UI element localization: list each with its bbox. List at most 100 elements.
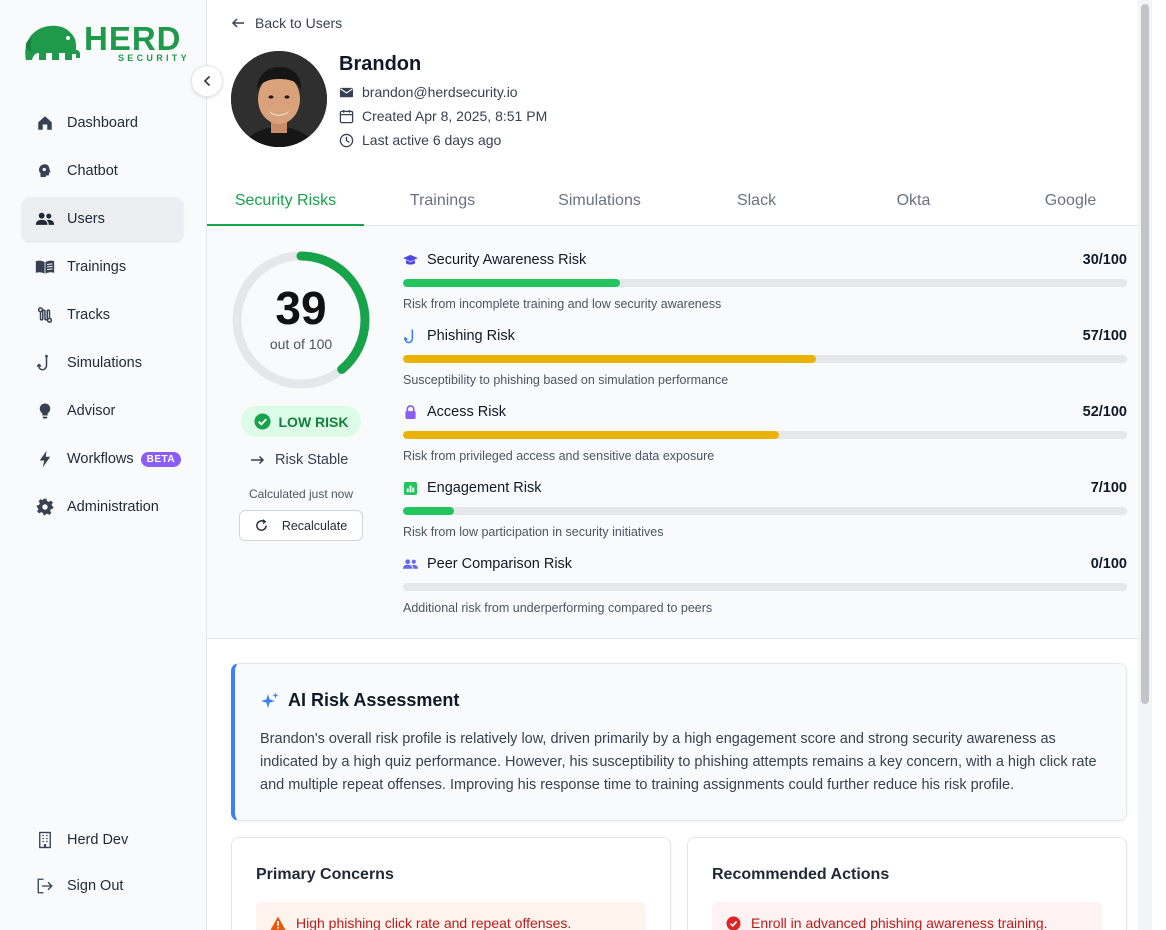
concern-item: High phishing click rate and repeat offe…: [256, 902, 646, 930]
refresh-icon: [256, 519, 267, 531]
calculated-note: Calculated just now: [248, 487, 354, 501]
sidebar-item-administration[interactable]: Administration: [22, 485, 183, 529]
sidebar-item-chatbot[interactable]: Chatbot: [22, 149, 183, 193]
concern-text: High phishing click rate and repeat offe…: [296, 915, 572, 930]
back-to-users-link[interactable]: Back to Users: [231, 15, 342, 31]
users-icon: [35, 209, 55, 229]
herd-logo[interactable]: HERD SECURITY: [22, 20, 187, 66]
elephant-logo-icon: [25, 25, 80, 61]
sidebar-item-label: Administration: [67, 499, 159, 515]
sidebar-item-workflows[interactable]: Workflows BETA: [22, 437, 183, 481]
user-last-active: Last active 6 days ago: [362, 132, 502, 148]
ai-risk-assessment-card: AI Risk Assessment Brandon's overall ris…: [231, 663, 1127, 821]
group-icon: [403, 557, 418, 572]
sidebar-item-label: Herd Dev: [67, 832, 129, 848]
sidebar-item-sign-out[interactable]: Sign Out: [22, 864, 183, 908]
main-scrollbar[interactable]: [1138, 0, 1152, 930]
action-item[interactable]: Enroll in advanced phishing awareness tr…: [712, 902, 1102, 930]
bolt-icon: [35, 449, 55, 469]
sidebar-item-label: Tracks: [67, 307, 110, 323]
overall-risk-max: out of 100: [269, 336, 333, 352]
recalculate-label: Recalculate: [281, 518, 348, 533]
factor-description: Susceptibility to phishing based on simu…: [403, 373, 729, 387]
building-icon: [35, 830, 55, 850]
user-email-row: brandon@herdsecurity.io: [339, 84, 518, 100]
scrollbar-thumb[interactable]: [1141, 4, 1149, 704]
factor-name: Access Risk: [427, 404, 506, 420]
sidebar-item-tracks[interactable]: Tracks: [22, 293, 183, 337]
factor-bar-track: [403, 583, 1127, 591]
factor-bar-fill: [403, 279, 621, 287]
risk-factor-peer-comparison: Peer Comparison Risk 0/100 Additional ri…: [403, 554, 1127, 615]
factor-bar-track: [403, 279, 1127, 287]
sidebar-item-dashboard[interactable]: Dashboard: [22, 101, 183, 145]
risk-factor-phishing: Phishing Risk 57/100 Susceptibility to p…: [403, 326, 1127, 387]
tab-simulations[interactable]: Simulations: [558, 191, 641, 209]
sidebar-item-advisor[interactable]: Advisor: [22, 389, 183, 433]
tab-slack[interactable]: Slack: [736, 191, 777, 209]
sidebar-item-label: Workflows: [67, 451, 134, 467]
sidebar-item-herd-dev[interactable]: Herd Dev: [22, 818, 183, 862]
sidebar-item-label: Users: [67, 211, 105, 227]
gear-icon: [35, 497, 55, 517]
tab-security-risks[interactable]: Security Risks: [207, 176, 364, 226]
lock-icon: [403, 404, 418, 420]
user-name: Brandon: [339, 53, 422, 75]
recalculate-button[interactable]: Recalculate: [239, 510, 363, 541]
book-icon: [35, 257, 55, 277]
factor-description: Risk from incomplete training and low se…: [403, 297, 722, 311]
overall-risk-gauge: [232, 251, 370, 389]
check-circle-icon: [253, 413, 271, 430]
risk-level-badge: LOW RISK: [241, 406, 361, 437]
sidebar-item-label: Chatbot: [67, 163, 118, 179]
chevron-left-icon: [203, 76, 210, 86]
mail-icon: [339, 87, 354, 97]
sidebar-item-trainings[interactable]: Trainings: [22, 245, 183, 289]
factor-name: Peer Comparison Risk: [427, 556, 573, 572]
sidebar-item-simulations[interactable]: Simulations: [22, 341, 183, 385]
factor-bar-fill: [403, 355, 816, 363]
brain-icon: [35, 161, 55, 181]
logo-subtitle: SECURITY: [118, 53, 190, 63]
tab-google[interactable]: Google: [1044, 191, 1097, 209]
recommended-actions-card: Recommended Actions Enroll in advanced p…: [687, 837, 1127, 930]
user-created-row: Created Apr 8, 2025, 8:51 PM: [339, 108, 547, 124]
factor-bar-track: [403, 431, 1127, 439]
ai-assessment-title-text: AI Risk Assessment: [288, 690, 460, 710]
sidebar-item-users[interactable]: Users: [22, 197, 183, 241]
sidebar-item-label: Simulations: [67, 355, 142, 371]
gauge-progress-arc: [232, 251, 370, 389]
factor-score: 30/100: [1082, 252, 1127, 268]
risk-trend-label: Risk Stable: [275, 452, 349, 468]
factor-name: Engagement Risk: [427, 480, 542, 496]
factor-score: 7/100: [1090, 480, 1127, 496]
factor-bar-track: [403, 507, 1127, 515]
logout-icon: [35, 876, 55, 896]
phishing-hook-icon: [403, 328, 418, 344]
risk-level-label: LOW RISK: [278, 413, 349, 430]
risk-trend: Risk Stable: [251, 452, 348, 468]
sidebar-nav: Dashboard Chatbot Users Trainings: [22, 101, 183, 533]
collapse-sidebar-button[interactable]: [191, 65, 223, 97]
phishing-hook-icon: [35, 353, 55, 373]
primary-concerns-title: Primary Concerns: [256, 866, 394, 883]
risk-factor-engagement: Engagement Risk 7/100 Risk from low part…: [403, 478, 1127, 539]
factor-bar-track: [403, 355, 1127, 363]
factor-bar-fill: [403, 431, 780, 439]
sidebar-item-label: Dashboard: [67, 115, 138, 131]
ai-assessment-body: Brandon's overall risk profile is relati…: [260, 731, 1097, 793]
action-text: Enroll in advanced phishing awareness tr…: [751, 915, 1048, 930]
primary-concerns-card: Primary Concerns High phishing click rat…: [231, 837, 671, 930]
arrow-right-icon: [251, 455, 265, 465]
tab-okta[interactable]: Okta: [896, 191, 931, 209]
tab-trainings[interactable]: Trainings: [409, 191, 476, 209]
sidebar-item-label: Advisor: [67, 403, 116, 419]
route-icon: [35, 305, 55, 325]
ai-assessment-title: AI Risk Assessment: [260, 690, 459, 711]
main-content: Back to Users Brandon brandon@herdsecuri…: [207, 0, 1152, 930]
factor-description: Additional risk from underperforming com…: [403, 601, 713, 615]
recommended-actions-title: Recommended Actions: [712, 866, 890, 883]
overall-risk-score: 39: [275, 282, 327, 334]
lightbulb-icon: [35, 401, 55, 421]
